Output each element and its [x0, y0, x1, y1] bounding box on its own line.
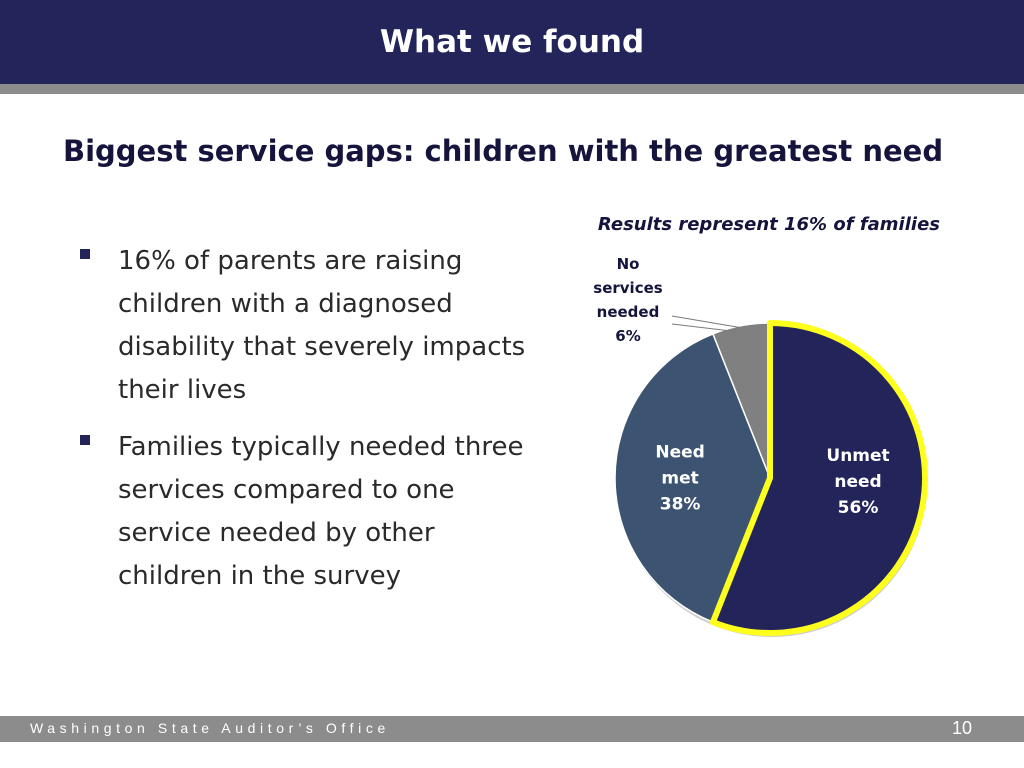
bullet-text: 16% of parents are raising children with…	[118, 246, 526, 405]
footer-bar: Washington State Auditor’s Office 10	[0, 716, 1024, 742]
footer-org: Washington State Auditor’s Office	[30, 720, 390, 736]
header-divider	[0, 84, 1024, 94]
header-bar: What we found	[0, 0, 1024, 84]
pie-slice-label: No services needed 6%	[593, 255, 662, 345]
bullet-list: 16% of parents are raising children with…	[80, 240, 530, 612]
bullet-item: 16% of parents are raising children with…	[80, 240, 530, 412]
pie-chart: Unmet need 56% Need met 38% No services needed 6%	[593, 255, 928, 637]
slide-subtitle: Biggest service gaps: children with the …	[63, 134, 944, 168]
square-bullet-icon	[80, 435, 90, 445]
slice-highlight-outline	[709, 320, 928, 636]
leader-line	[671, 315, 742, 329]
bullet-text: Families typically needed three services…	[118, 432, 524, 591]
pie-slice-label: Need met 38%	[655, 443, 704, 515]
pie-slice	[614, 332, 771, 624]
square-bullet-icon	[80, 249, 90, 259]
page-number: 10	[951, 718, 972, 738]
chart-title: Results represent 16% of families	[597, 214, 940, 235]
slide-title: What we found	[379, 24, 645, 60]
leader-line	[671, 323, 738, 333]
bullet-item: Families typically needed three services…	[80, 426, 530, 598]
pie-slice-label: Unmet need 56%	[826, 446, 889, 518]
